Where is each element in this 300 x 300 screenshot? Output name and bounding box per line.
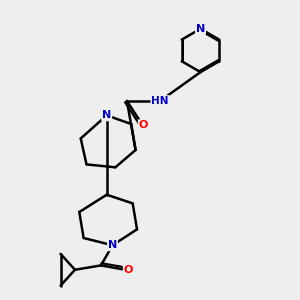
Text: N: N: [108, 240, 117, 250]
Text: N: N: [102, 110, 111, 120]
Text: HN: HN: [151, 96, 169, 106]
Text: O: O: [139, 120, 148, 130]
Text: O: O: [124, 265, 133, 275]
Text: N: N: [196, 24, 205, 34]
